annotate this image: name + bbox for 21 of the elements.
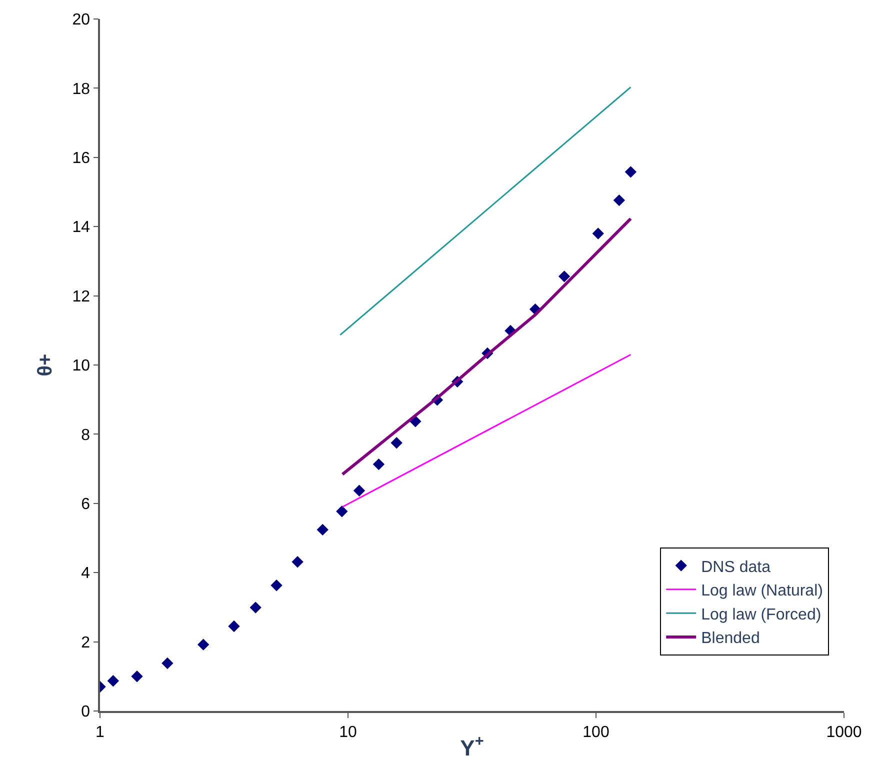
y-tick-label: 4 bbox=[81, 565, 90, 582]
x-axis-title: Y$^{+}$ bbox=[460, 733, 484, 760]
y-tick-label: 8 bbox=[81, 426, 90, 444]
y-tick-label: 20 bbox=[72, 12, 90, 29]
legend-label: Blended bbox=[701, 630, 760, 648]
x-tick-label: 10 bbox=[339, 724, 357, 741]
x-tick-label: 1000 bbox=[826, 724, 862, 741]
y-tick-label: 14 bbox=[72, 219, 90, 236]
legend-label: Log law (Forced) bbox=[701, 606, 822, 624]
y-axis-title: θ+ bbox=[34, 354, 56, 376]
y-tick-label: 12 bbox=[72, 288, 90, 306]
y-tick-label: 2 bbox=[81, 634, 90, 652]
y-tick-label: 0 bbox=[81, 704, 90, 721]
y-tick-label: 6 bbox=[81, 496, 90, 513]
legend-label: Log law (Natural) bbox=[701, 582, 823, 600]
legend-label: DNS data bbox=[701, 558, 771, 576]
y-tick-label: 18 bbox=[72, 80, 90, 98]
y-tick-label: 10 bbox=[72, 358, 90, 375]
y-tick-label: 16 bbox=[72, 150, 90, 167]
x-tick-label: 1 bbox=[96, 724, 105, 741]
x-tick-label: 100 bbox=[582, 724, 610, 741]
